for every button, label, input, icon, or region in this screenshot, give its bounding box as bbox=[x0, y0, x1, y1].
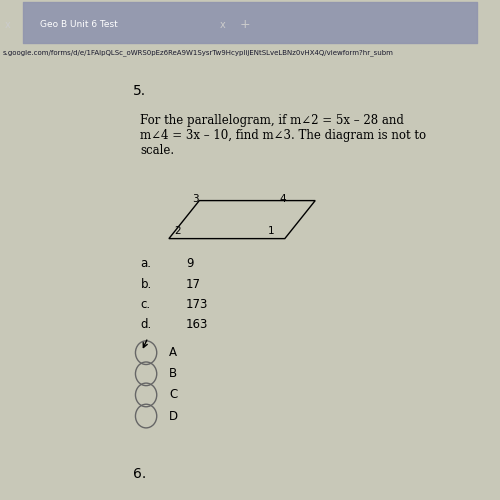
Text: x: x bbox=[5, 20, 11, 30]
Text: B: B bbox=[169, 368, 177, 380]
Text: 17: 17 bbox=[186, 278, 201, 290]
Text: a.: a. bbox=[140, 258, 151, 270]
Text: scale.: scale. bbox=[140, 144, 174, 158]
Text: 2: 2 bbox=[174, 226, 181, 236]
Text: 163: 163 bbox=[186, 318, 208, 332]
Text: C: C bbox=[169, 388, 177, 402]
Text: 3: 3 bbox=[192, 194, 198, 204]
Text: D: D bbox=[169, 410, 178, 422]
Text: 1: 1 bbox=[268, 226, 274, 236]
Text: 173: 173 bbox=[186, 298, 208, 311]
Text: s.google.com/forms/d/e/1FAlpQLSc_oWRS0pEz6ReA9W1SysrTw9HcyplijENtSLveLBNz0vHX4Q/: s.google.com/forms/d/e/1FAlpQLSc_oWRS0pE… bbox=[2, 50, 394, 56]
Text: For the parallelogram, if m∠2 = 5x – 28 and: For the parallelogram, if m∠2 = 5x – 28 … bbox=[140, 114, 404, 127]
Text: x: x bbox=[220, 20, 226, 30]
Text: Geo B Unit 6 Test: Geo B Unit 6 Test bbox=[40, 20, 118, 29]
Text: 5.: 5. bbox=[133, 84, 146, 98]
Text: +: + bbox=[240, 18, 250, 31]
Text: c.: c. bbox=[140, 298, 150, 311]
Text: 9: 9 bbox=[186, 258, 194, 270]
Text: d.: d. bbox=[140, 318, 151, 332]
Text: 4: 4 bbox=[279, 194, 285, 204]
Text: A: A bbox=[169, 346, 177, 359]
Text: b.: b. bbox=[140, 278, 151, 290]
Text: m∠4 = 3x – 10, find m∠3. The diagram is not to: m∠4 = 3x – 10, find m∠3. The diagram is … bbox=[140, 129, 426, 142]
Text: 6.: 6. bbox=[133, 467, 146, 481]
